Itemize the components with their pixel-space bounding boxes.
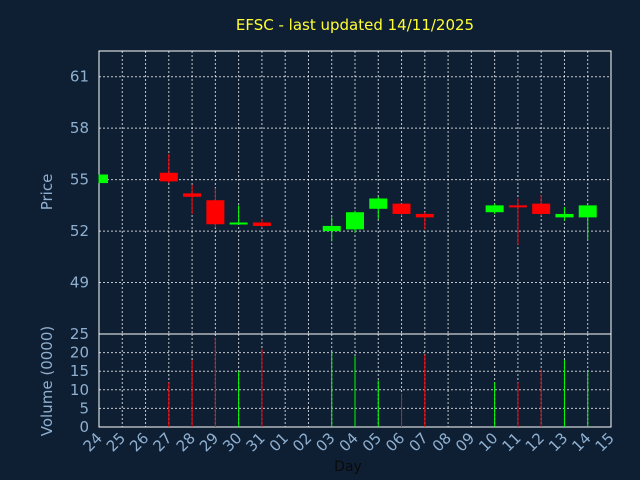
volume-axis-label: Volume (0000) <box>38 326 56 436</box>
candle-body-29 <box>206 200 225 225</box>
candle-body-12 <box>532 203 551 214</box>
candle-03 <box>322 217 341 242</box>
candle-11 <box>508 198 527 245</box>
candle-body-10 <box>485 205 504 213</box>
candle-body-13 <box>555 213 574 218</box>
candle-body-04 <box>346 212 364 230</box>
price-tick-49: 49 <box>70 274 89 292</box>
candle-body-14 <box>578 205 597 218</box>
candle-body-28 <box>183 193 202 197</box>
price-tick-52: 52 <box>70 222 89 240</box>
candle-30 <box>229 205 248 225</box>
candle-body-07 <box>415 213 434 218</box>
candle-body-27 <box>159 172 178 182</box>
price-tick-55: 55 <box>70 171 89 189</box>
candle-body-31 <box>252 222 271 226</box>
candle-10 <box>485 203 504 214</box>
candle-body-11 <box>508 205 527 208</box>
candle-24 <box>98 174 108 184</box>
candle-28 <box>183 184 202 214</box>
candle-31 <box>252 219 271 228</box>
volume-bars <box>168 337 589 427</box>
x-axis-ticks: 2425262728293031010203040506070809101112… <box>80 429 618 455</box>
candle-body-06 <box>392 203 411 214</box>
candle-04 <box>346 210 364 233</box>
candles <box>98 153 597 245</box>
candle-body-30 <box>229 222 248 225</box>
price-y-ticks: 49 52 55 58 61 <box>70 68 89 292</box>
candle-body-05 <box>369 198 388 209</box>
candle-05 <box>369 196 388 220</box>
volume-tick-15: 15 <box>70 362 89 380</box>
price-tick-58: 58 <box>70 119 89 137</box>
volume-tick-0: 0 <box>79 418 89 436</box>
price-grid <box>99 51 611 334</box>
candle-06 <box>392 203 411 216</box>
candle-07 <box>415 212 434 230</box>
candle-27 <box>159 153 178 184</box>
price-tick-61: 61 <box>70 68 89 86</box>
x-axis-label: Day <box>334 459 362 475</box>
candle-12 <box>532 195 551 216</box>
candle-29 <box>206 188 225 228</box>
chart-title: EFSC - last updated 14/11/2025 <box>236 16 474 34</box>
price-axis-label: Price <box>38 174 56 211</box>
volume-tick-5: 5 <box>79 399 89 417</box>
x-tick-label-15: 15 <box>592 429 618 455</box>
candle-body-03 <box>322 225 341 232</box>
volume-tick-10: 10 <box>70 381 89 399</box>
volume-tick-25: 25 <box>70 325 89 343</box>
volume-tick-20: 20 <box>70 344 89 362</box>
candle-13 <box>555 207 574 221</box>
candle-body-24 <box>99 174 108 184</box>
candle-14 <box>578 205 597 240</box>
